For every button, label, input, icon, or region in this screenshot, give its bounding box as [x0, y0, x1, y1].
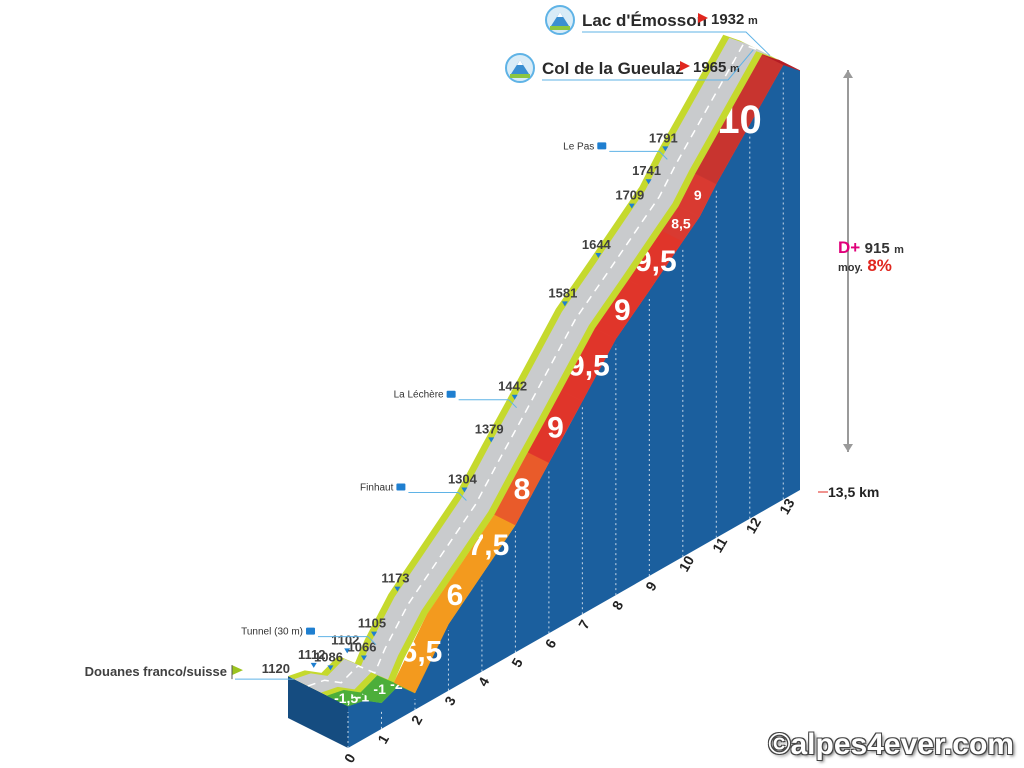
front-face-layer — [288, 64, 800, 748]
km-tick-label: 13 — [776, 495, 798, 517]
waypoint-leader — [508, 399, 517, 409]
avg-label: moy. — [838, 262, 863, 274]
summit-altitude-unit: m — [730, 63, 740, 75]
start-label: Douanes franco/suisse — [85, 664, 227, 679]
altitude-marker — [371, 631, 378, 637]
summit-leader — [542, 49, 754, 81]
slope-gradient-label: 8 — [514, 473, 531, 506]
road-centerline — [307, 43, 761, 687]
altitude-label: 1066 — [348, 640, 377, 655]
altitude-marker — [662, 146, 669, 152]
arrow-head-up — [843, 70, 853, 78]
climb-stats: D+ 915 m moy. 8% — [838, 238, 904, 276]
altitude-label: 1173 — [381, 571, 409, 586]
avg-gradient: 8% — [867, 256, 892, 275]
annotation-layer: Tunnel (30 m) Finhaut La Léchère Le Pas Doua… — [85, 5, 853, 680]
summit-altitude-unit: m — [748, 15, 758, 27]
km-tick-label: 9 — [642, 579, 660, 594]
km-tick-label: 8 — [609, 598, 627, 613]
slope-gradient-label: 9 — [614, 294, 631, 327]
altitude-marker — [327, 665, 334, 671]
altitude-marker — [488, 437, 495, 443]
slope-gradient-label: - 8,5% — [767, 40, 796, 51]
slope-segment — [762, 54, 801, 71]
km-tick-label: 10 — [676, 553, 698, 575]
altitude-marker — [310, 662, 317, 668]
km-tick-label: 3 — [441, 693, 459, 708]
altitude-label: 1379 — [475, 421, 504, 436]
altitude-label: 1102 — [331, 632, 359, 647]
dplus-label: D+ — [838, 238, 861, 257]
slope-gradient-label: 9 — [547, 412, 564, 445]
dplus-unit: m — [894, 244, 904, 256]
km-tick-label: 1 — [374, 731, 392, 746]
summit-altitude: 1932 — [711, 11, 744, 28]
mountain-icon — [505, 53, 535, 83]
summit-name: Col de la Gueulaz — [542, 59, 684, 78]
waypoint-label: Tunnel (30 m) — [241, 627, 303, 638]
altitude-label: 1709 — [615, 188, 644, 203]
church-icon — [396, 483, 406, 491]
waypoint-leader — [367, 636, 377, 646]
altitude-marker — [511, 394, 518, 400]
summit-flag-icon — [698, 13, 708, 23]
waypoint-leader — [458, 492, 467, 501]
summit-altitude: 1965 — [693, 59, 726, 76]
km-tick-label: 5 — [508, 655, 526, 670]
altitude-label: 1086 — [314, 649, 343, 664]
km-tick-label: 4 — [475, 674, 493, 689]
altitude-label: 1304 — [448, 472, 478, 487]
start-flag-icon — [232, 665, 243, 676]
altitude-marker — [344, 648, 351, 654]
altitude-marker — [628, 203, 635, 209]
waypoint-label: La Léchère — [394, 390, 444, 401]
road-surface-layer — [288, 34, 779, 696]
altitude-marker — [461, 487, 468, 493]
mountain-icon — [545, 5, 575, 35]
km-tick-label: 6 — [542, 636, 560, 651]
waypoint-leader — [658, 151, 668, 160]
houses-icon — [446, 390, 456, 398]
road-asphalt — [294, 37, 773, 693]
km-tick-label: 11 — [709, 534, 730, 555]
slope-gradient-label: 6 — [447, 579, 464, 612]
altitude-label: 1741 — [632, 163, 661, 178]
altitude-label: 1581 — [548, 285, 577, 300]
altitude-marker — [360, 655, 367, 661]
summit-name: Lac d'Émosson — [582, 11, 707, 30]
slope-gradient-label: 9 — [694, 187, 702, 203]
profile-front-face — [348, 64, 800, 748]
slope-gradient-label: 8,5 — [671, 216, 691, 232]
km-gridlines-layer — [347, 70, 784, 748]
km-tick-label: 0 — [341, 751, 359, 766]
dplus-value: 915 — [864, 240, 890, 257]
houses-icon — [597, 142, 607, 150]
waypoint-label: Le Pas — [563, 141, 594, 152]
profile-left-cap — [288, 676, 348, 748]
altitude-marker — [394, 586, 401, 592]
km-tick-label: 12 — [743, 514, 765, 536]
altitude-marker — [595, 252, 602, 258]
tunnel-icon — [306, 627, 316, 635]
altitude-label: 1112 — [298, 647, 326, 662]
summit-flag-icon — [680, 61, 690, 71]
finish-distance-label: 13,5 km — [828, 484, 879, 500]
altitude-marker — [561, 301, 568, 307]
summit-leader — [582, 31, 771, 56]
altitude-marker — [645, 179, 652, 185]
km-tick-label: 7 — [575, 617, 593, 632]
altitude-label: 1105 — [358, 616, 386, 631]
start-altitude: 1120 — [262, 661, 290, 676]
copyright-watermark: ©alpes4ever.com — [768, 728, 1014, 761]
km-tick-label: 2 — [408, 712, 426, 727]
waypoint-label: Finhaut — [360, 483, 394, 494]
altitude-label: 1791 — [649, 130, 678, 145]
altitude-label: 1442 — [498, 379, 527, 394]
altitude-label: 1644 — [582, 237, 612, 252]
slope-gradient-label: -1 — [373, 681, 386, 697]
arrow-head-down — [843, 444, 853, 452]
